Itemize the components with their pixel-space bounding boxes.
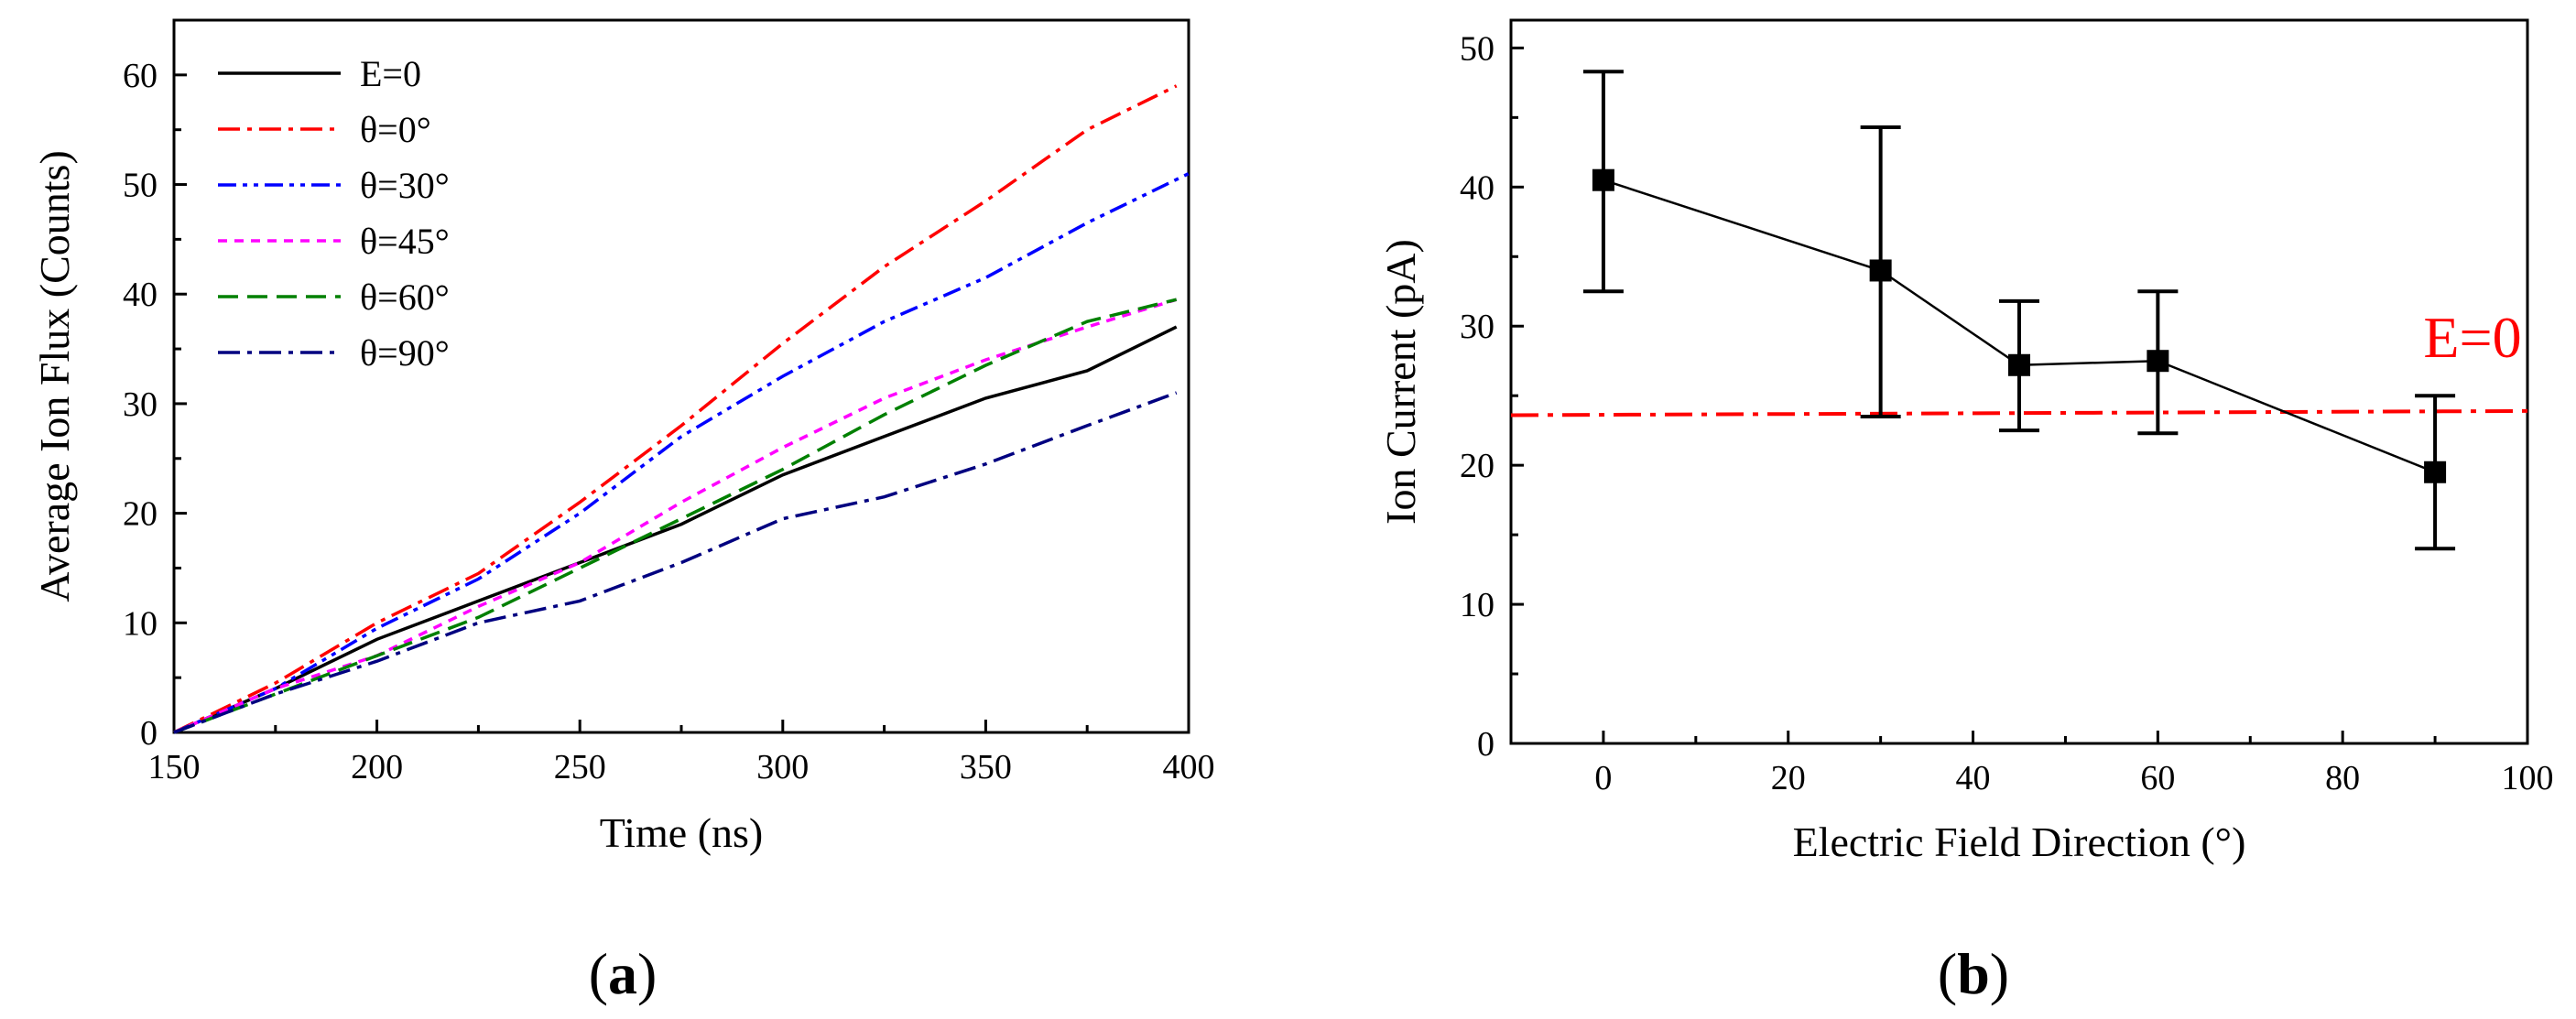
panel-a-legend: E=0 θ=0° θ=30° θ=45° θ=60° θ=90° xyxy=(218,53,450,374)
panel-b-reference xyxy=(1510,408,2528,417)
x-tick-label: 80 xyxy=(2325,759,2360,797)
x-tick-label: 20 xyxy=(1771,759,1806,797)
series-line xyxy=(173,298,1178,734)
x-tick-label: 60 xyxy=(2140,759,2175,797)
x-tick-label: 400 xyxy=(1163,748,1215,786)
panel-a-y-axis-title: Average Ion Flux (Counts) xyxy=(31,150,78,602)
panel-a-label: (a) xyxy=(589,941,658,1006)
series-line xyxy=(173,298,1178,734)
x-tick-label: 350 xyxy=(960,748,1012,786)
panel-b-plot-frame xyxy=(1509,18,2529,745)
y-tick-label: 40 xyxy=(123,276,158,314)
y-tick-label: 50 xyxy=(123,167,158,205)
x-tick-label: 250 xyxy=(554,748,606,786)
panel-b-letter: b xyxy=(1957,941,1990,1006)
x-tick-label: 100 xyxy=(2502,759,2554,797)
panel-b-x-axis-title: Electric Field Direction (°) xyxy=(1793,818,2246,865)
panel-a-x-axis-title: Time (ns) xyxy=(600,809,764,856)
y-tick-label: 50 xyxy=(1460,29,1495,68)
series-line xyxy=(173,391,1178,734)
series-line xyxy=(173,325,1178,734)
y-tick-label: 10 xyxy=(1460,586,1495,624)
panel-b: 0 20 40 60 80 100 0 10 20 30 40 50 E=0 Electric Fie… xyxy=(1377,18,2554,1006)
x-tick-label: 0 xyxy=(1594,759,1612,797)
y-tick-label: 10 xyxy=(123,604,158,643)
x-tick-label: 40 xyxy=(1956,759,1991,797)
x-tick-label: 200 xyxy=(351,748,403,786)
y-tick-label: 0 xyxy=(140,714,158,753)
x-tick-label: 150 xyxy=(148,748,201,786)
data-point xyxy=(2424,461,2447,483)
data-point xyxy=(2008,353,2030,376)
panel-b-y-axis-title: Ion Current (pA) xyxy=(1377,239,1424,525)
legend-entry: θ=45° xyxy=(360,221,450,262)
y-tick-label: 60 xyxy=(123,57,158,95)
panel-b-ticks: 0 20 40 60 80 100 0 10 20 30 40 50 xyxy=(1460,29,2554,797)
panel-a-letter: a xyxy=(608,941,637,1006)
y-tick-label: 30 xyxy=(1460,308,1495,346)
panel-b-label: (b) xyxy=(1938,941,2009,1006)
x-tick-label: 300 xyxy=(756,748,809,786)
y-tick-label: 20 xyxy=(123,495,158,534)
data-point xyxy=(2147,350,2169,373)
reference-line-label: E=0 xyxy=(2423,305,2521,370)
series-line xyxy=(173,84,1178,734)
reference-line xyxy=(1510,408,2528,417)
panel-b-series xyxy=(1582,70,2456,551)
panel-a-plot-frame xyxy=(172,18,1190,734)
y-tick-label: 30 xyxy=(123,385,158,424)
legend-entry: E=0 xyxy=(360,53,421,94)
panel-a-series xyxy=(173,84,1190,734)
legend-entry: θ=0° xyxy=(360,109,431,150)
panel-a-ticks: 150 200 250 300 350 400 0 10 20 30 40 50 60 xyxy=(123,57,1215,786)
data-point xyxy=(1592,168,1614,191)
series-line xyxy=(173,172,1190,734)
data-point xyxy=(1869,259,1892,282)
panel-a: 150 200 250 300 350 400 0 10 20 30 40 50 60 E=0 θ=0° θ… xyxy=(31,18,1215,1006)
legend-entry: θ=90° xyxy=(360,332,450,374)
y-tick-label: 0 xyxy=(1477,725,1495,764)
legend-entry: θ=60° xyxy=(360,276,450,318)
y-tick-label: 40 xyxy=(1460,168,1495,207)
legend-entry: θ=30° xyxy=(360,165,450,206)
y-tick-label: 20 xyxy=(1460,447,1495,485)
